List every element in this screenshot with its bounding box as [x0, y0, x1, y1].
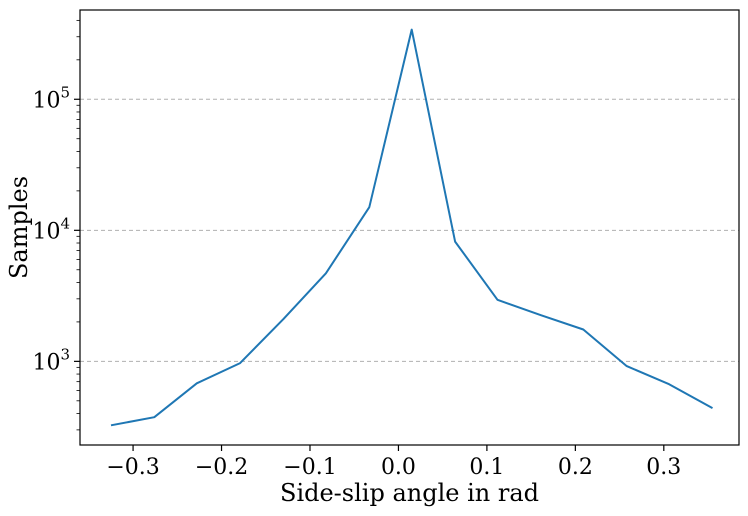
x-axis: −0.3 −0.2 −0.1 0.0 0.1 0.2 0.3: [106, 445, 681, 480]
y-axis-label: Samples: [5, 176, 33, 279]
y-axis: 103 104 105: [32, 19, 80, 431]
x-tick-label: −0.1: [283, 455, 336, 480]
x-tick-label: 0.0: [381, 455, 416, 480]
series-line: [110, 28, 713, 427]
y-tick-label: 105: [32, 83, 70, 113]
x-axis-label: Side-slip angle in rad: [280, 479, 539, 507]
x-tick-label: 0.3: [646, 455, 681, 480]
grid-layer: [80, 98, 739, 362]
y-tick-label: 104: [32, 214, 70, 244]
x-tick-label: −0.2: [195, 455, 248, 480]
x-tick-label: 0.1: [469, 455, 504, 480]
series-layer: [110, 28, 713, 427]
x-tick-label: −0.3: [106, 455, 159, 480]
x-tick-label: 0.2: [558, 455, 593, 480]
plot-frame: [79, 9, 740, 446]
y-tick-label: 103: [32, 345, 70, 375]
